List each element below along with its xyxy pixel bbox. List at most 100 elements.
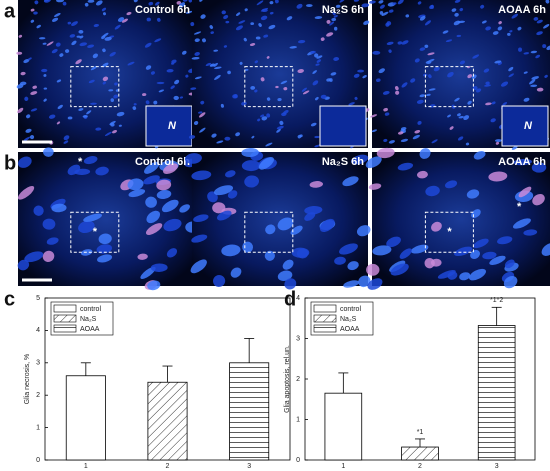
nucleus [275, 85, 279, 89]
nucleus [56, 121, 61, 125]
nucleus [241, 147, 259, 158]
nucleus [454, 0, 461, 3]
nucleus [296, 3, 303, 9]
nucleus [463, 115, 470, 121]
nucleus [158, 89, 165, 93]
nucleus [414, 58, 420, 63]
nucleus [179, 204, 190, 213]
nucleus [289, 46, 298, 49]
nucleus [97, 254, 113, 263]
inset [501, 105, 549, 147]
nucleus [302, 90, 310, 95]
nucleus [390, 263, 409, 276]
nucleus [372, 245, 392, 256]
nucleus [541, 243, 550, 256]
nucleus [93, 23, 100, 28]
nucleus [216, 210, 232, 221]
asterisk: * [517, 201, 522, 213]
nucleus [529, 79, 536, 85]
nucleus [200, 100, 205, 105]
nucleus [290, 225, 303, 235]
nucleus [232, 94, 238, 99]
micrograph: AOAA 6h * * [365, 147, 550, 290]
nucleus [424, 257, 435, 269]
nucleus [475, 88, 482, 93]
nucleus [410, 244, 429, 254]
nucleus [428, 74, 432, 79]
legend-label: AOAA [340, 326, 360, 333]
nucleus [190, 87, 197, 90]
nucleus [388, 49, 392, 53]
inset-label: N [524, 120, 533, 132]
nucleus [431, 221, 442, 232]
nucleus [104, 36, 112, 41]
nucleus [425, 61, 432, 64]
nucleus [254, 60, 258, 64]
nucleus [326, 78, 331, 82]
error-bar [162, 365, 173, 383]
nucleus [503, 276, 518, 289]
nucleus [410, 78, 416, 83]
significance: *1*2 [490, 297, 503, 304]
asterisk: * [447, 226, 452, 238]
nucleus [490, 118, 496, 123]
nucleus [114, 82, 118, 86]
asterisk: * [78, 156, 83, 168]
nucleus [199, 127, 206, 133]
nucleus [342, 176, 359, 187]
nucleus [339, 0, 346, 3]
nucleus [29, 135, 35, 140]
nucleus [371, 129, 378, 133]
nucleus [190, 22, 195, 27]
nucleus [179, 96, 184, 99]
nucleus [326, 32, 334, 37]
legend-label: control [340, 306, 361, 313]
nucleus [485, 26, 491, 31]
nucleus [145, 100, 150, 105]
nucleus [343, 280, 360, 288]
nucleus [209, 25, 214, 29]
nucleus [41, 68, 48, 73]
nucleus [260, 15, 268, 21]
nucleus [241, 160, 261, 172]
nucleus [401, 40, 409, 45]
nucleus [465, 142, 470, 146]
nucleus [397, 162, 414, 171]
nucleus [497, 236, 513, 245]
nucleus [53, 12, 61, 17]
nucleus [367, 278, 383, 290]
nucleus [485, 81, 490, 85]
bar [401, 446, 439, 461]
nucleus [314, 53, 319, 58]
nucleus [258, 23, 262, 27]
x-tick-label: 3 [495, 463, 499, 470]
nucleus [362, 75, 367, 79]
nucleus [144, 42, 152, 48]
nucleus [319, 218, 335, 232]
nucleus [27, 57, 32, 61]
nucleus [388, 9, 394, 13]
nucleus [117, 17, 125, 22]
x-tick-label: 3 [247, 463, 251, 470]
nucleus [24, 96, 29, 101]
nucleus [43, 87, 48, 90]
nucleus [282, 259, 294, 270]
nucleus [185, 74, 189, 78]
nucleus [395, 90, 400, 95]
micrograph: Control 6h N [16, 0, 196, 149]
nucleus [18, 186, 35, 200]
nucleus [193, 121, 199, 126]
nucleus [30, 8, 35, 12]
nucleus [210, 31, 214, 34]
nucleus [63, 135, 70, 141]
nucleus [184, 153, 202, 164]
nucleus [427, 52, 435, 56]
nucleus [280, 80, 288, 85]
nucleus [71, 21, 78, 26]
y-tick-label: 2 [36, 392, 40, 399]
nucleus [147, 280, 161, 291]
nucleus [191, 234, 208, 243]
nucleus [67, 21, 72, 25]
nucleus [447, 114, 451, 118]
nucleus [156, 81, 165, 85]
